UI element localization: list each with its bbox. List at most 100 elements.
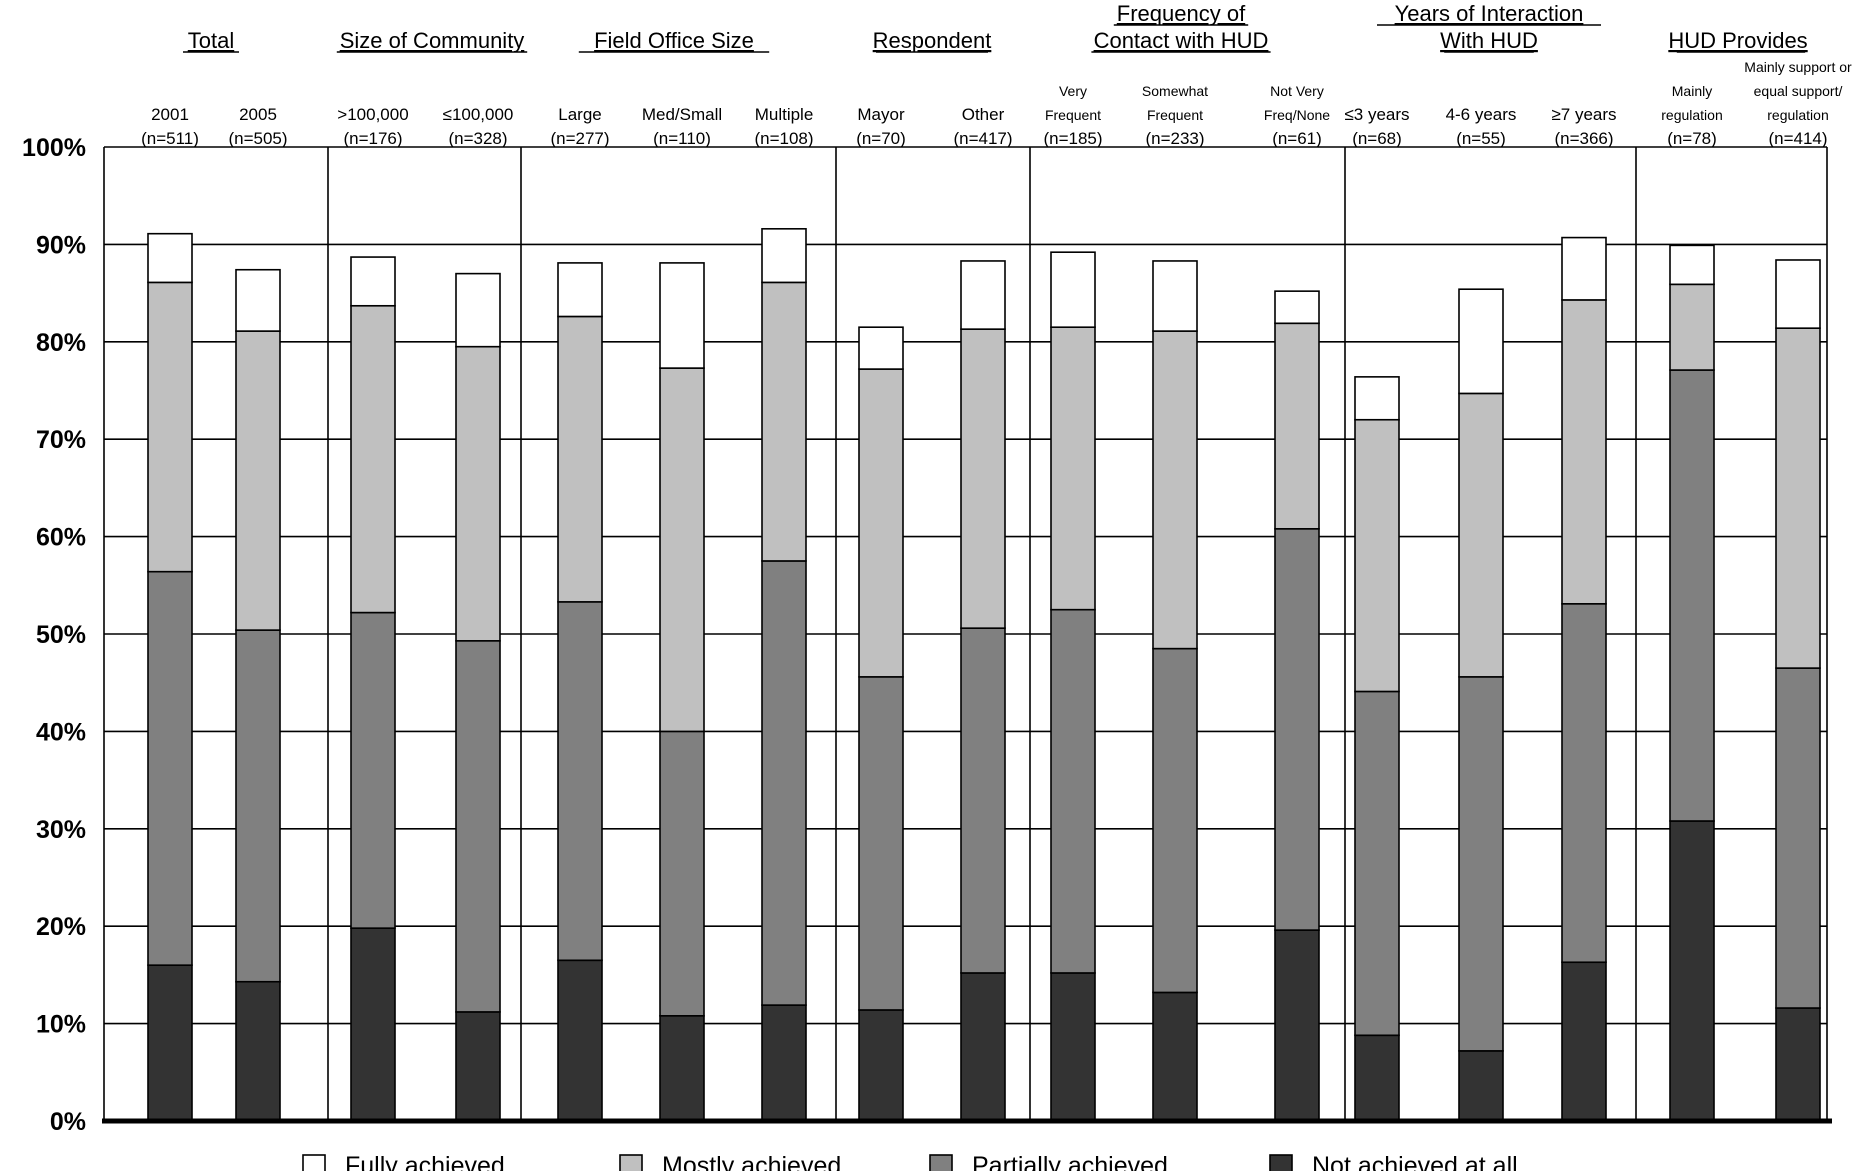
- bar-label: Frequent: [1045, 107, 1101, 123]
- bar-stack: [235, 268, 281, 1122]
- bar-label: (n=78): [1667, 129, 1717, 148]
- bar-label: Not Very: [1270, 83, 1324, 99]
- segment-fully-achieved: [1274, 290, 1320, 325]
- bar-label: (n=505): [228, 129, 287, 148]
- segment-mostly-achieved: [858, 368, 904, 678]
- group-title: Total: [188, 28, 234, 53]
- bar-label: (n=70): [856, 129, 906, 148]
- bar-label: (n=277): [550, 129, 609, 148]
- segment-not-achieved: [350, 927, 396, 1122]
- group-title: Contact with HUD: [1094, 28, 1269, 53]
- segment-mostly-achieved: [1458, 392, 1504, 678]
- segment-fully-achieved: [1458, 288, 1504, 395]
- segment-fully-achieved: [455, 272, 501, 348]
- segment-mostly-achieved: [1152, 330, 1198, 650]
- bar-stack: [858, 326, 904, 1122]
- bar-label: (n=61): [1272, 129, 1322, 148]
- segment-mostly-achieved: [1274, 322, 1320, 530]
- bar-label: (n=185): [1043, 129, 1102, 148]
- bar-label: 2005: [239, 105, 277, 124]
- segment-not-achieved: [1775, 1007, 1821, 1122]
- segment-not-achieved: [1050, 972, 1096, 1122]
- bar-stack: [1561, 236, 1607, 1122]
- segment-partially-achieved: [1775, 667, 1821, 1009]
- bar-stack: [1669, 244, 1715, 1122]
- segment-not-achieved: [960, 972, 1006, 1122]
- bar-label: (n=366): [1554, 129, 1613, 148]
- y-tick-label: 90%: [36, 231, 86, 259]
- segment-partially-achieved: [1669, 369, 1715, 822]
- group-title: Years of Interaction: [1395, 1, 1584, 26]
- legend-item: Mostly achieved: [619, 1152, 841, 1171]
- bar-stack: [761, 228, 807, 1122]
- bar-label: (n=233): [1145, 129, 1204, 148]
- segment-not-achieved: [659, 1015, 705, 1122]
- bar-label: (n=110): [653, 129, 711, 148]
- bar-labels: 2001 (n=511) 2005 (n=505) >100,000 (n=176) ≤10…: [141, 59, 1852, 148]
- segment-fully-achieved: [659, 262, 705, 369]
- bar-label: Mayor: [857, 105, 905, 124]
- segment-fully-achieved: [858, 326, 904, 370]
- group-title: HUD Provides: [1668, 28, 1807, 53]
- bar-stack: [1354, 376, 1400, 1122]
- segment-fully-achieved: [1152, 260, 1198, 332]
- segment-not-achieved: [1458, 1050, 1504, 1122]
- bar-label: regulation: [1767, 107, 1829, 123]
- legend-item: Not achieved at all: [1269, 1152, 1518, 1171]
- bar-label: Med/Small: [642, 105, 722, 124]
- segment-partially-achieved: [1458, 676, 1504, 1052]
- segment-fully-achieved: [557, 262, 603, 318]
- legend-label: Partially achieved: [972, 1152, 1168, 1171]
- segment-mostly-achieved: [350, 304, 396, 614]
- y-tick-label: 100%: [22, 134, 86, 162]
- segment-mostly-achieved: [455, 345, 501, 642]
- bar-label: equal support/: [1754, 83, 1843, 99]
- bar-stack: [350, 256, 396, 1122]
- y-tick-label: 60%: [36, 524, 86, 552]
- segment-mostly-achieved: [1669, 283, 1715, 371]
- bar-stack: [557, 262, 603, 1122]
- bar-label: (n=414): [1768, 129, 1827, 148]
- bar-stack: [455, 272, 501, 1122]
- segment-fully-achieved: [147, 232, 193, 284]
- y-axis-labels: 0% 10% 20% 30% 40% 50% 60% 70% 80% 90% 100%: [22, 134, 86, 1136]
- segment-not-achieved: [1669, 820, 1715, 1122]
- legend-label: Mostly achieved: [662, 1152, 841, 1171]
- segment-partially-achieved: [858, 676, 904, 1011]
- legend-item: Fully achieved: [302, 1152, 505, 1171]
- legend-swatch: [302, 1154, 326, 1171]
- legend-swatch: [1269, 1154, 1293, 1171]
- segment-fully-achieved: [1561, 236, 1607, 301]
- bars: [147, 228, 1821, 1122]
- bar-label: ≥7 years: [1551, 105, 1616, 124]
- segment-not-achieved: [1561, 961, 1607, 1122]
- bar-label: Large: [558, 105, 601, 124]
- segment-not-achieved: [1152, 991, 1198, 1122]
- segment-fully-achieved: [1775, 259, 1821, 329]
- y-tick-label: 40%: [36, 718, 86, 746]
- segment-partially-achieved: [761, 560, 807, 1006]
- segment-partially-achieved: [659, 730, 705, 1017]
- segment-not-achieved: [455, 1011, 501, 1122]
- group-title: Field Office Size: [594, 28, 754, 53]
- y-tick-label: 70%: [36, 426, 86, 454]
- segment-fully-achieved: [1050, 251, 1096, 328]
- bar-stack: [1775, 259, 1821, 1122]
- segment-partially-achieved: [557, 601, 603, 962]
- segment-mostly-achieved: [1050, 326, 1096, 611]
- bar-stack: [659, 262, 705, 1122]
- y-tick-label: 30%: [36, 816, 86, 844]
- group-separators: [103, 147, 1828, 1121]
- bar-label: Freq/None: [1264, 107, 1330, 123]
- segment-partially-achieved: [1152, 647, 1198, 994]
- segment-not-achieved: [235, 980, 281, 1122]
- segment-mostly-achieved: [1354, 418, 1400, 693]
- segment-fully-achieved: [960, 260, 1006, 330]
- segment-mostly-achieved: [1561, 299, 1607, 605]
- bar-stack: [960, 260, 1006, 1122]
- segment-not-achieved: [761, 1004, 807, 1122]
- segment-fully-achieved: [350, 256, 396, 307]
- bar-label: 4-6 years: [1446, 105, 1517, 124]
- bar-stack: [1458, 288, 1504, 1122]
- bar-label: (n=511): [141, 129, 199, 148]
